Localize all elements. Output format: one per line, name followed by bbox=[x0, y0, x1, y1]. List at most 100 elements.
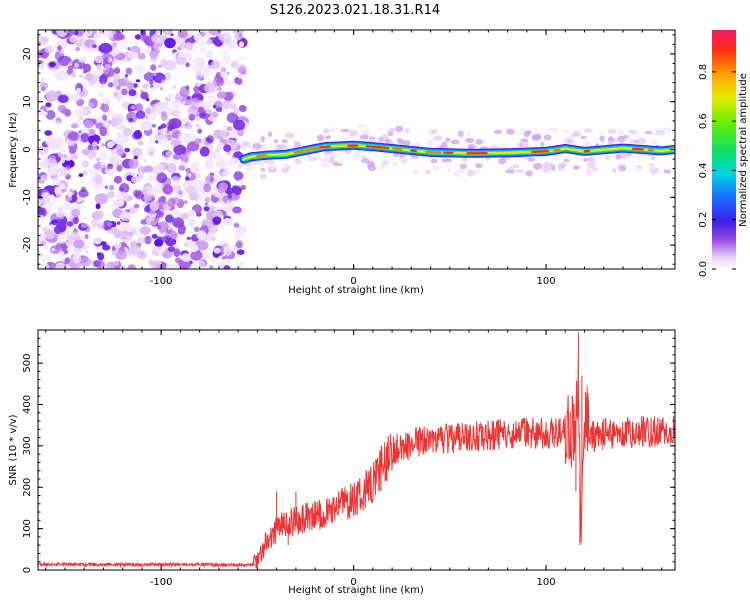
noise-blob bbox=[187, 217, 196, 228]
ridge-peak bbox=[319, 145, 331, 149]
noise-blob bbox=[139, 34, 150, 42]
ridge-halo bbox=[268, 131, 273, 138]
noise-blob bbox=[103, 56, 109, 63]
noise-blob bbox=[88, 259, 94, 265]
noise-blob bbox=[220, 67, 227, 73]
noise-blob bbox=[167, 93, 174, 100]
ridge-halo bbox=[361, 158, 370, 164]
ridge-halo bbox=[585, 168, 594, 175]
noise-blob bbox=[125, 67, 133, 75]
noise-blob bbox=[202, 101, 211, 109]
noise-blob bbox=[134, 64, 144, 74]
colorbar-ticks: 0.0 0.2 0.4 0.6 0.8 bbox=[698, 64, 736, 277]
ridge-halo bbox=[587, 162, 597, 169]
noise-blob bbox=[106, 108, 115, 118]
noise-blob bbox=[76, 87, 81, 94]
ridge-halo bbox=[306, 158, 316, 163]
noise-blob bbox=[67, 191, 73, 197]
ridge-halo bbox=[618, 165, 627, 172]
noise-blob bbox=[149, 49, 158, 59]
noise-blob bbox=[137, 140, 144, 146]
ridge-halo bbox=[651, 166, 657, 171]
noise-blob bbox=[205, 174, 215, 185]
noise-blob bbox=[119, 183, 130, 194]
snr-x-ticks: -100 0 100 bbox=[45, 330, 663, 588]
noise-blob bbox=[229, 103, 237, 110]
y-tick-label: 0 bbox=[22, 146, 33, 152]
ridge-halo bbox=[325, 135, 331, 140]
noise-blob bbox=[57, 206, 63, 212]
noise-blob bbox=[178, 165, 186, 171]
noise-blob bbox=[139, 226, 151, 236]
noise-blob bbox=[221, 239, 228, 245]
noise-blob bbox=[223, 245, 233, 256]
ridge-halo bbox=[281, 139, 288, 144]
noise-blob bbox=[111, 41, 118, 48]
noise-blob bbox=[40, 86, 46, 92]
noise-blob bbox=[189, 165, 199, 174]
noise-blob bbox=[41, 36, 49, 43]
noise-blob bbox=[233, 151, 243, 159]
noise-blob bbox=[238, 55, 246, 61]
noise-blob bbox=[131, 176, 140, 184]
noise-blob bbox=[101, 143, 105, 147]
noise-blob bbox=[240, 184, 246, 190]
noise-blob bbox=[98, 30, 104, 35]
noise-blob bbox=[134, 190, 144, 200]
noise-blob bbox=[205, 109, 213, 114]
noise-blob bbox=[101, 104, 110, 113]
noise-blob bbox=[109, 184, 115, 191]
noise-blob bbox=[121, 88, 128, 96]
noise-blob bbox=[52, 196, 59, 205]
noise-blob bbox=[191, 230, 196, 235]
noise-blob bbox=[190, 250, 203, 261]
noise-blob bbox=[111, 30, 117, 35]
noise-blob bbox=[82, 127, 86, 131]
noise-blob bbox=[188, 113, 196, 121]
noise-region bbox=[38, 30, 249, 269]
noise-blob bbox=[171, 141, 179, 147]
noise-blob bbox=[162, 59, 177, 71]
noise-blob bbox=[124, 74, 128, 78]
noise-blob bbox=[41, 77, 45, 82]
noise-blob bbox=[84, 76, 88, 80]
x-tick-label: -100 bbox=[150, 276, 173, 287]
x-tick-label: 0 bbox=[350, 276, 356, 287]
noise-blob bbox=[127, 264, 137, 269]
noise-blob bbox=[39, 63, 45, 70]
ridge-halo bbox=[625, 138, 636, 145]
noise-blob bbox=[189, 192, 199, 201]
noise-blob bbox=[38, 206, 45, 217]
noise-blob bbox=[186, 152, 192, 157]
noise-blob bbox=[57, 221, 67, 233]
noise-blob bbox=[130, 105, 137, 110]
noise-blob bbox=[101, 80, 106, 84]
ridge-halo bbox=[532, 135, 542, 141]
snr-panel: -100 0 100 0 100 200 300 400 500 Height of stra… bbox=[8, 329, 676, 596]
ridge-halo bbox=[442, 158, 452, 163]
noise-blob bbox=[78, 189, 89, 198]
ridge-halo bbox=[359, 134, 370, 140]
ridge-halo bbox=[644, 131, 653, 135]
noise-blob bbox=[122, 127, 133, 137]
ridge-halo bbox=[572, 130, 582, 137]
noise-blob bbox=[98, 74, 108, 85]
noise-blob bbox=[157, 196, 165, 203]
ridge-halo bbox=[543, 134, 552, 141]
ridge-halo bbox=[252, 142, 262, 150]
noise-blob bbox=[70, 123, 79, 129]
ridge-halo bbox=[547, 127, 558, 132]
noise-blob bbox=[94, 174, 103, 185]
noise-blob bbox=[166, 134, 173, 141]
noise-blob bbox=[156, 163, 165, 173]
ridge-peak bbox=[595, 148, 609, 152]
noise-blob bbox=[194, 138, 202, 144]
noise-blob bbox=[56, 30, 67, 37]
noise-blob bbox=[113, 175, 123, 184]
ridge-halo bbox=[430, 158, 438, 164]
ridge-halo bbox=[618, 129, 624, 135]
noise-blob bbox=[173, 144, 186, 155]
ridge-halo bbox=[444, 137, 451, 142]
noise-blob bbox=[143, 191, 152, 202]
